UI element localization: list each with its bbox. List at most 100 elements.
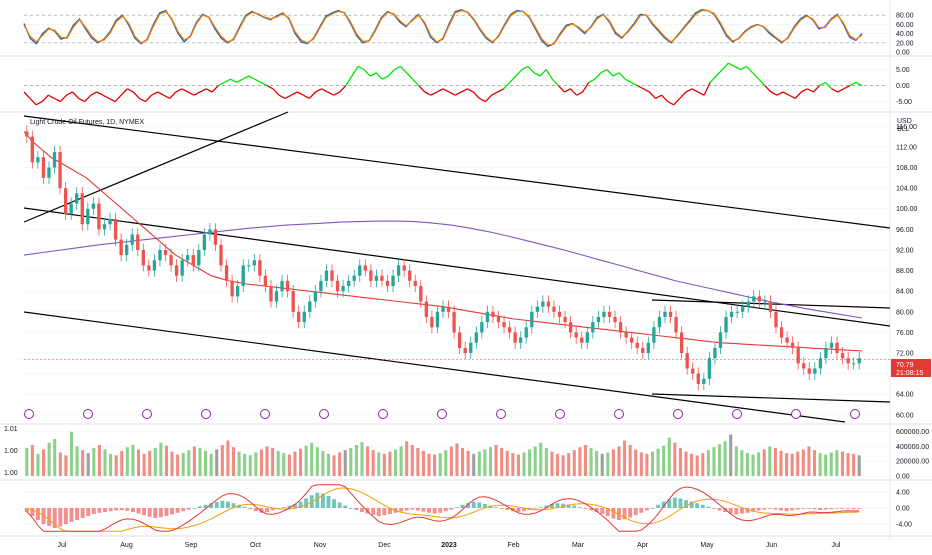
macd-histogram-bar bbox=[80, 508, 85, 518]
macd-histogram-bar bbox=[281, 507, 286, 508]
osc-segment bbox=[630, 81, 638, 87]
volume-bar bbox=[69, 431, 74, 476]
macd-histogram-bar bbox=[287, 505, 292, 508]
volume-bar bbox=[550, 451, 554, 476]
osc-segment bbox=[412, 78, 420, 87]
macd-histogram-bar bbox=[600, 508, 605, 514]
candle-body bbox=[702, 378, 706, 384]
candle-body bbox=[391, 275, 395, 287]
macd-histogram-bar bbox=[153, 508, 158, 518]
volume-bar bbox=[164, 445, 168, 476]
macd-histogram-bar bbox=[304, 498, 309, 508]
event-marker bbox=[378, 409, 388, 419]
macd-histogram-bar bbox=[678, 498, 683, 508]
volume-bar bbox=[712, 447, 716, 476]
price-tick-label: 80.00 bbox=[896, 309, 914, 316]
volume-bar bbox=[824, 454, 828, 476]
volume-bar bbox=[97, 444, 101, 476]
price-axis-unit: BLL bbox=[897, 126, 910, 133]
candle-body bbox=[435, 311, 440, 328]
osc-segment bbox=[685, 88, 693, 93]
candle-body bbox=[352, 275, 356, 281]
macd-histogram-bar bbox=[711, 508, 716, 509]
stoch-tick-label: 40.00 bbox=[896, 31, 914, 38]
volume-bar bbox=[533, 446, 537, 476]
macd-histogram-bar bbox=[443, 508, 448, 512]
candle-body bbox=[718, 332, 723, 348]
osc-segment bbox=[132, 91, 140, 99]
volume-bar bbox=[103, 449, 107, 476]
macd-histogram-bar bbox=[695, 503, 700, 508]
volume-bar bbox=[136, 449, 141, 476]
candle-body bbox=[630, 337, 634, 343]
osc-segment bbox=[460, 88, 468, 93]
macd-histogram-bar bbox=[231, 503, 236, 508]
macd-histogram-bar bbox=[795, 508, 800, 510]
osc-segment bbox=[175, 88, 183, 93]
volume-bar bbox=[332, 455, 336, 476]
osc-segment bbox=[315, 88, 322, 93]
volume-bar bbox=[623, 440, 627, 476]
ma-fast-line bbox=[23, 131, 863, 352]
macd-histogram-bar bbox=[589, 508, 594, 511]
macd-histogram-bar bbox=[505, 508, 510, 510]
macd-histogram-bar bbox=[332, 499, 337, 508]
stochastic-panel bbox=[23, 9, 888, 48]
macd-histogram-bar bbox=[371, 508, 376, 516]
x-tick-label: Mar bbox=[572, 542, 585, 549]
candle-body bbox=[763, 301, 767, 303]
macd-histogram-bar bbox=[605, 508, 610, 516]
price-tick-label: 88.00 bbox=[896, 268, 914, 275]
macd-histogram-bar bbox=[114, 508, 119, 511]
macd-histogram-bar bbox=[728, 508, 733, 514]
volume-bar bbox=[539, 442, 543, 476]
candle-body bbox=[802, 363, 806, 369]
last-price-value: 70.79 bbox=[896, 362, 914, 369]
volume-bar bbox=[204, 450, 208, 476]
macd-histogram-bar bbox=[734, 508, 739, 515]
macd-histogram-bar bbox=[203, 504, 208, 508]
macd-histogram-bar bbox=[220, 500, 225, 508]
candle-body bbox=[63, 188, 68, 214]
candle-body bbox=[97, 203, 101, 230]
volume-tick-label: 600000.00 bbox=[896, 429, 929, 436]
x-tick-label: Dec bbox=[378, 542, 391, 549]
osc-segment bbox=[375, 72, 383, 80]
macd-histogram-bar bbox=[566, 504, 571, 508]
osc-segment bbox=[59, 94, 67, 103]
candle-body bbox=[657, 316, 662, 328]
macd-histogram-bar bbox=[628, 508, 633, 518]
volume-bar bbox=[287, 454, 291, 476]
candle-body bbox=[130, 234, 134, 245]
macd-histogram-bar bbox=[348, 508, 353, 509]
volume-bar bbox=[544, 447, 548, 476]
candle-body bbox=[507, 327, 512, 333]
volume-bar bbox=[433, 454, 437, 476]
candle-body bbox=[446, 306, 451, 312]
volume-bar bbox=[405, 441, 409, 476]
candle-body bbox=[463, 347, 467, 354]
macd-histogram-bar bbox=[611, 508, 616, 519]
osc-segment bbox=[643, 88, 650, 93]
osc-segment bbox=[272, 88, 280, 96]
price-tick-label: 100.00 bbox=[896, 206, 918, 213]
macd-histogram-bar bbox=[142, 508, 147, 516]
trendline bbox=[23, 111, 289, 223]
macd-histogram-bar bbox=[829, 508, 834, 510]
osc-segment bbox=[248, 75, 256, 80]
volume-bar bbox=[583, 444, 587, 476]
candle-body bbox=[591, 322, 595, 333]
candle-body bbox=[430, 316, 434, 328]
macd-histogram-bar bbox=[438, 508, 443, 513]
candle-body bbox=[679, 332, 684, 354]
ma-slow-line bbox=[23, 220, 863, 319]
volume-bar bbox=[779, 450, 783, 476]
candle-body bbox=[385, 280, 390, 287]
macd-histogram-bar bbox=[762, 508, 767, 510]
event-marker bbox=[83, 409, 93, 419]
macd-histogram-bar bbox=[689, 501, 694, 508]
macd-histogram-bar bbox=[119, 508, 124, 510]
osc-segment bbox=[102, 94, 110, 99]
candle-body bbox=[502, 322, 506, 328]
volume-bar bbox=[109, 453, 113, 476]
